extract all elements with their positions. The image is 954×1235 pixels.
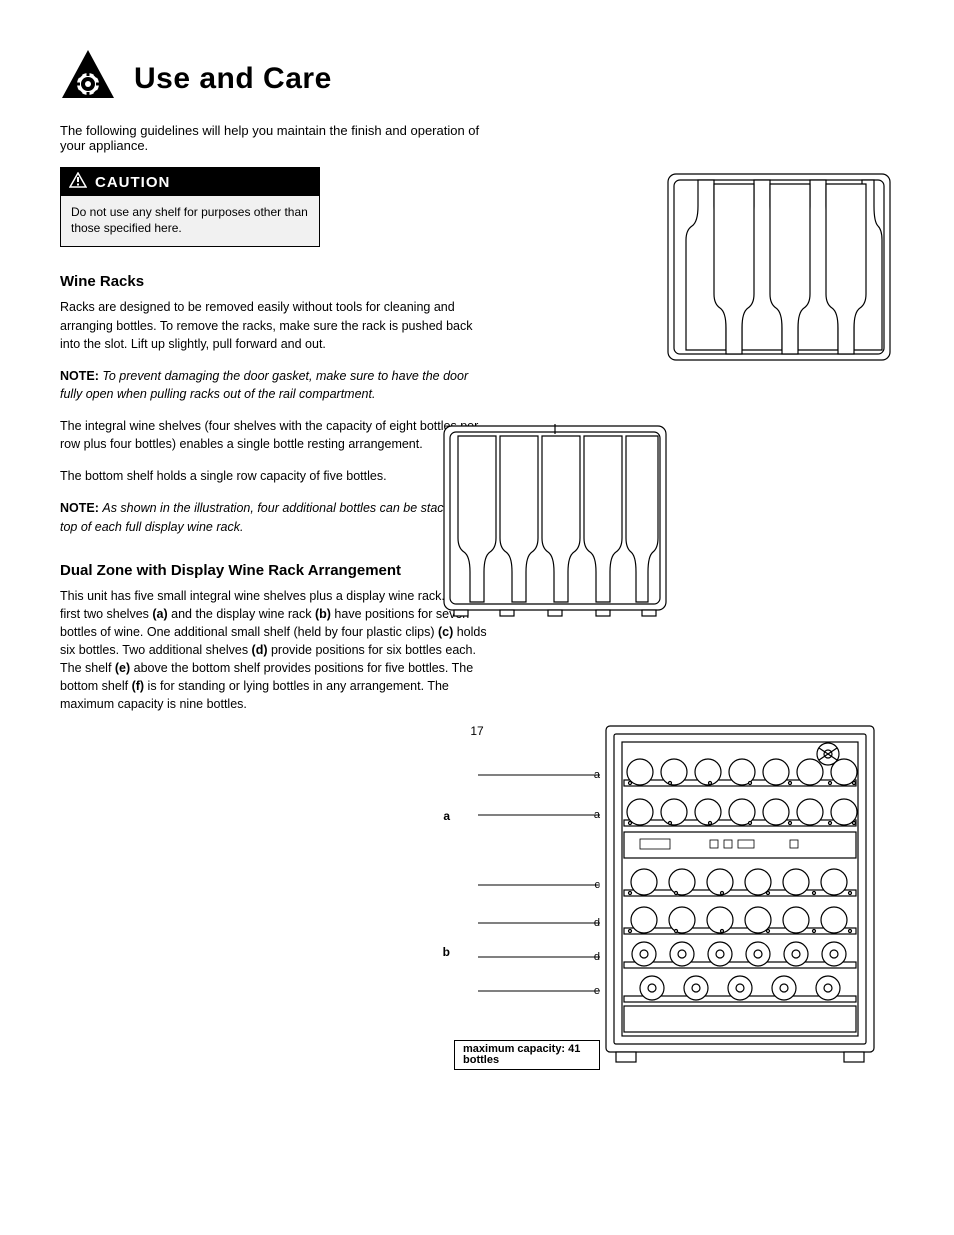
wine-racks-note2: NOTE: As shown in the illustration, four… xyxy=(60,499,490,535)
row-label-a1: a xyxy=(594,770,600,781)
dz-ref-b: (b) xyxy=(315,607,334,621)
dz-txt-c: and the display wine rack xyxy=(171,607,315,621)
left-column: The following guidelines will help you m… xyxy=(60,123,490,714)
figure-rack-bottom xyxy=(440,420,670,625)
cooler-diagram xyxy=(600,720,880,1070)
figure-rack-top xyxy=(664,170,894,370)
dz-ref-a: (a) xyxy=(152,607,171,621)
caution-label: CAUTION xyxy=(95,174,170,191)
page-header: Use and Care xyxy=(60,48,894,109)
section-heading-wine-racks: Wine Racks xyxy=(60,273,490,290)
figure-cooler-front: a b a a c d d e maximum capacity: 41 xyxy=(460,720,880,1070)
note-text: To prevent damaging the door gasket, mak… xyxy=(60,369,468,401)
caution-body: Do not use any shelf for purposes other … xyxy=(61,196,319,246)
caution-box: CAUTION Do not use any shelf for purpose… xyxy=(60,167,320,247)
page-title: Use and Care xyxy=(134,62,332,96)
page-number: 17 xyxy=(0,724,954,738)
dual-zone-p1: This unit has five small integral wine s… xyxy=(60,587,490,714)
capacity-box: maximum capacity: 41 bottles xyxy=(454,1040,600,1070)
dz-ref-f: (f) xyxy=(132,679,148,693)
group-label-a: a xyxy=(443,810,450,822)
dz-ref-d: (d) xyxy=(252,643,271,657)
dz-ref-c: (c) xyxy=(438,625,457,639)
row-label-d2: d xyxy=(594,952,600,963)
gear-warning-icon xyxy=(60,48,116,109)
dz-ref-e: (e) xyxy=(115,661,134,675)
row-label-e: e xyxy=(594,986,600,997)
wine-racks-p1: Racks are designed to be removed easily … xyxy=(60,298,490,352)
row-label-a2: a xyxy=(594,810,600,821)
section-heading-dual-zone: Dual Zone with Display Wine Rack Arrange… xyxy=(60,562,490,579)
caution-header: CAUTION xyxy=(61,168,319,196)
row-label-c: c xyxy=(595,880,601,891)
row-label-d1: d xyxy=(594,918,600,929)
group-label-b: b xyxy=(443,946,450,958)
wine-racks-note1: NOTE: To prevent damaging the door gaske… xyxy=(60,367,490,403)
note-label-2: NOTE: xyxy=(60,501,99,515)
wine-racks-p4: The bottom shelf holds a single row capa… xyxy=(60,467,490,485)
intro-text: The following guidelines will help you m… xyxy=(60,123,480,153)
shelf-label-column: a b a a c d d e maximum capacity: 41 xyxy=(460,720,600,1070)
warning-triangle-icon xyxy=(69,172,87,192)
wine-racks-p3: The integral wine shelves (four shelves … xyxy=(60,417,490,453)
note-label: NOTE: xyxy=(60,369,99,383)
note-text-2: As shown in the illustration, four addit… xyxy=(60,501,481,533)
